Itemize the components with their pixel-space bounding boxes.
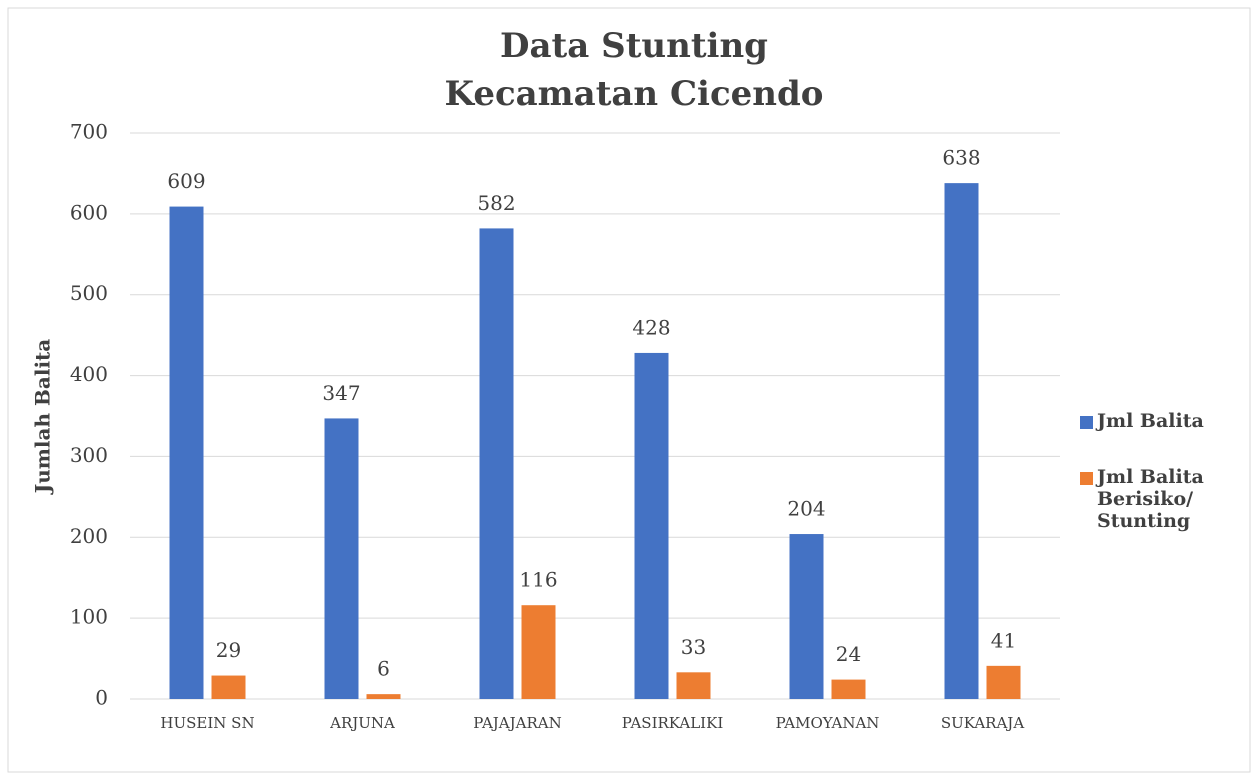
- bar: [324, 418, 359, 699]
- bar: [986, 665, 1021, 699]
- y-tick-label: 0: [95, 686, 108, 710]
- y-tick-label: 400: [70, 362, 108, 386]
- x-tick-label: PASIRKALIKI: [622, 714, 724, 732]
- y-tick-label: 600: [70, 200, 108, 224]
- data-label: 6: [377, 657, 390, 681]
- bar: [521, 605, 556, 699]
- data-label: 428: [632, 315, 670, 339]
- data-label: 41: [991, 628, 1016, 652]
- legend-item: Jml Balita: [1080, 410, 1230, 432]
- data-label: 204: [787, 497, 825, 521]
- bar: [211, 675, 246, 699]
- legend-label: Jml Balita: [1097, 410, 1204, 432]
- x-tick-label: PAMOYANAN: [776, 714, 880, 732]
- chart-border: [7, 7, 1251, 773]
- x-tick-label: ARJUNA: [329, 714, 395, 732]
- bar: [169, 206, 204, 699]
- data-label: 609: [167, 169, 205, 193]
- y-tick-label: 700: [70, 120, 108, 144]
- x-tick-label: PAJAJARAN: [473, 714, 562, 732]
- x-tick-label: HUSEIN SN: [160, 714, 254, 732]
- chart-title: Kecamatan Cicendo: [445, 74, 824, 114]
- y-tick-label: 500: [70, 281, 108, 305]
- y-tick-label: 100: [70, 605, 108, 629]
- bar: [479, 228, 514, 699]
- y-axis-label: Jumlah Balita: [31, 339, 55, 496]
- bar: [366, 694, 401, 699]
- y-tick-label: 200: [70, 524, 108, 548]
- y-tick-label: 300: [70, 443, 108, 467]
- data-label: 33: [681, 635, 706, 659]
- x-tick-label: SUKARAJA: [941, 714, 1024, 732]
- legend-swatch: [1080, 416, 1093, 429]
- bar: [944, 183, 979, 700]
- legend-swatch: [1080, 472, 1093, 485]
- legend: Jml Balita Jml Balita Berisiko/ Stunting: [1080, 410, 1230, 566]
- bar: [789, 534, 824, 699]
- legend-label: Jml Balita Berisiko/ Stunting: [1097, 466, 1204, 532]
- data-label: 116: [519, 568, 557, 592]
- legend-item: Jml Balita Berisiko/ Stunting: [1080, 466, 1230, 532]
- bar: [634, 352, 669, 699]
- data-label: 29: [216, 638, 241, 662]
- bar: [676, 672, 711, 699]
- data-label: 582: [477, 191, 515, 215]
- chart-title: Data Stunting: [500, 26, 768, 66]
- data-label: 638: [942, 146, 980, 170]
- data-label: 347: [322, 381, 360, 405]
- data-label: 24: [836, 642, 861, 666]
- bar: [831, 679, 866, 699]
